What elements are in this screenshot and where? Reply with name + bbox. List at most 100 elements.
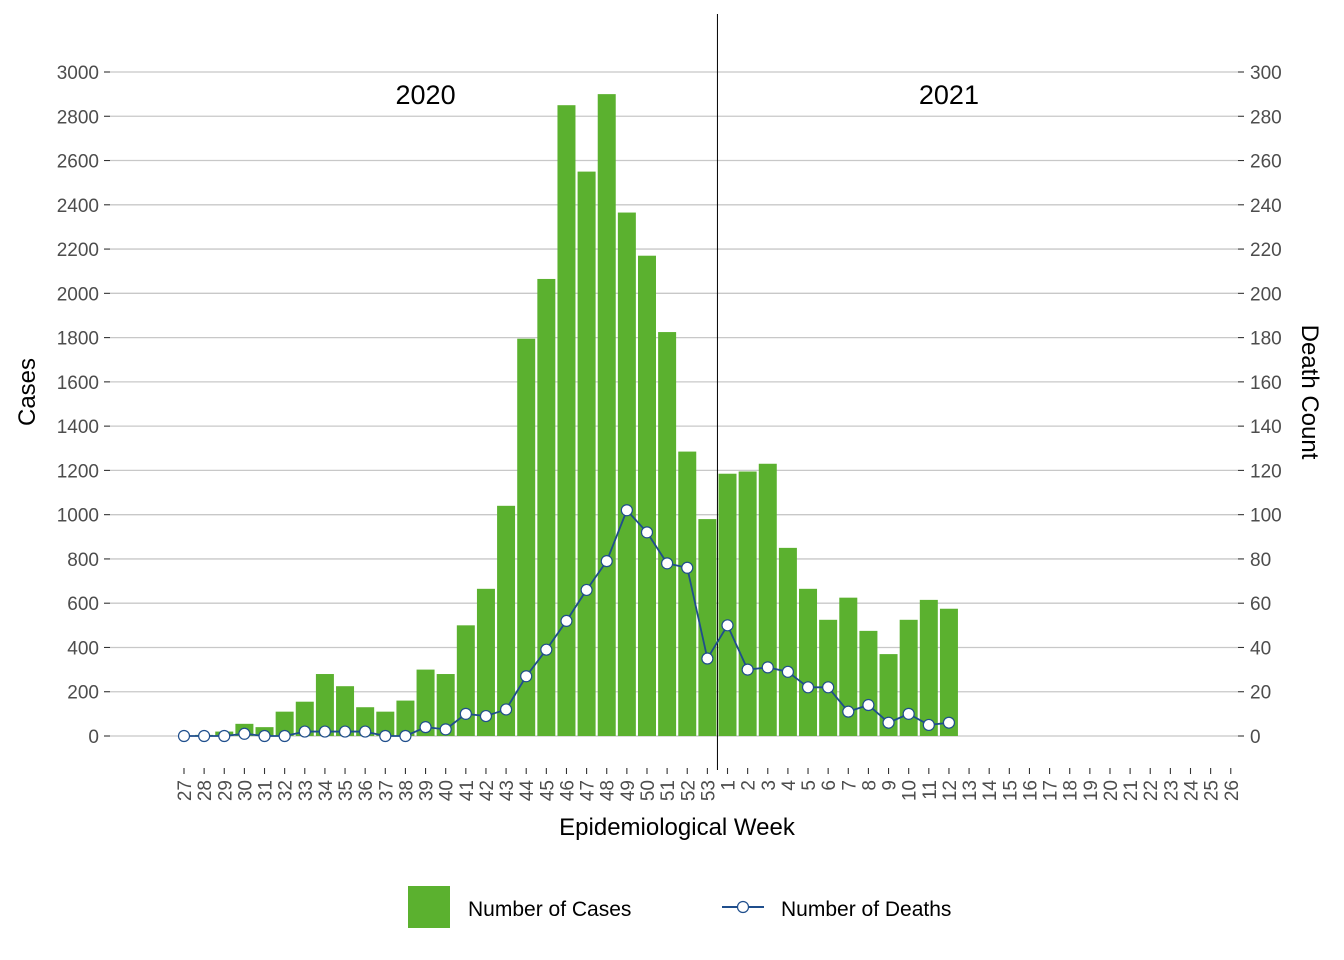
- y-tick-label-1000: 1000: [57, 506, 99, 527]
- death-point-week-41: [459, 707, 472, 720]
- x-tick-label-49: 49: [618, 780, 639, 801]
- bar-week-34: [315, 674, 334, 736]
- bar-week-32: [275, 711, 294, 736]
- y-tick-label-2800: 2800: [57, 107, 99, 128]
- death-point-week-47: [580, 583, 593, 597]
- y-tick-label-1200: 1200: [57, 461, 99, 482]
- x-tick-label-20: 20: [1101, 780, 1122, 801]
- bar-week-46: [557, 105, 576, 736]
- x-tick-label-6: 6: [819, 780, 840, 791]
- x-tick-label-37: 37: [376, 780, 397, 801]
- x-axis-title: Epidemiological Week: [559, 814, 796, 841]
- y-tick-label-600: 600: [67, 594, 99, 615]
- bar-week-12: [939, 608, 958, 736]
- bar-series-cases: [195, 94, 958, 737]
- death-point-week-3: [761, 661, 774, 674]
- y-tick-label-2000: 2000: [57, 284, 99, 305]
- x-tick-label-24: 24: [1182, 780, 1203, 802]
- x-tick-label-27: 27: [175, 780, 196, 801]
- x-tick-label-11: 11: [920, 780, 941, 800]
- death-point-week-45: [540, 643, 553, 656]
- x-tick-label-50: 50: [638, 780, 659, 801]
- death-point-week-36: [359, 725, 372, 738]
- death-point-week-32: [278, 729, 291, 743]
- bar-week-5: [799, 588, 818, 736]
- y-tick-label-3000: 3000: [57, 63, 99, 84]
- x-tick-label-16: 16: [1020, 780, 1041, 801]
- y2-tick-label-160: 160: [1250, 373, 1282, 394]
- y2-tick-label-0: 0: [1250, 727, 1261, 748]
- x-tick-label-36: 36: [356, 780, 377, 801]
- x-tick-label-9: 9: [880, 780, 901, 791]
- line-series-deaths: [177, 504, 956, 743]
- bar-week-51: [658, 332, 677, 736]
- bar-week-7: [839, 597, 858, 736]
- death-point-week-2: [741, 663, 754, 676]
- death-point-week-12: [942, 716, 956, 729]
- death-point-week-9: [882, 716, 895, 729]
- x-tick-label-51: 51: [658, 780, 679, 801]
- y2-tick-label-60: 60: [1250, 594, 1271, 615]
- bar-week-35: [336, 686, 355, 736]
- bar-week-40: [436, 674, 455, 736]
- bar-week-37: [376, 711, 395, 736]
- death-point-week-7: [842, 705, 855, 718]
- year-label-2021: 2021: [919, 80, 979, 110]
- death-point-week-29: [218, 729, 231, 743]
- x-tick-label-15: 15: [1000, 780, 1021, 801]
- x-tick-label-4: 4: [779, 780, 800, 791]
- x-tick-label-33: 33: [296, 780, 317, 801]
- x-tick-label-1: 1: [719, 780, 740, 791]
- x-tick-label-22: 22: [1141, 780, 1162, 801]
- x-tick-label-39: 39: [417, 780, 438, 801]
- x-tick-label-28: 28: [195, 780, 216, 801]
- death-point-week-34: [318, 725, 332, 738]
- y2-tick-label-120: 120: [1250, 461, 1282, 482]
- bar-week-33: [295, 701, 314, 736]
- y2-tick-label-260: 260: [1250, 152, 1282, 173]
- x-tick-label-2: 2: [739, 780, 760, 791]
- y-tick-label-400: 400: [67, 638, 99, 659]
- x-tick-label-53: 53: [698, 780, 719, 801]
- x-tick-label-12: 12: [940, 780, 961, 801]
- death-point-week-8: [862, 698, 875, 712]
- x-tick-label-35: 35: [336, 780, 357, 801]
- x-tick-label-40: 40: [437, 780, 458, 801]
- death-point-week-40: [439, 723, 452, 736]
- y-tick-label-800: 800: [67, 550, 99, 571]
- x-tick-label-13: 13: [960, 780, 981, 801]
- y2-tick-label-220: 220: [1250, 240, 1282, 261]
- x-tick-label-46: 46: [557, 780, 578, 801]
- x-tick-label-17: 17: [1041, 780, 1062, 801]
- y2-tick-label-240: 240: [1250, 196, 1282, 217]
- legend-label-deaths: Number of Deaths: [781, 898, 951, 921]
- death-point-week-30: [238, 727, 251, 740]
- right-axis: 0 20 40 60 80 100 120 140 160 180 200 220 240 260 280 3…: [1238, 63, 1282, 748]
- bar-week-48: [597, 94, 616, 737]
- x-tick-label-42: 42: [477, 780, 498, 801]
- bar-week-8: [859, 630, 878, 736]
- bar-week-1: [718, 473, 737, 736]
- bar-week-50: [637, 255, 656, 736]
- death-point-week-53: [701, 652, 714, 665]
- death-point-week-38: [399, 729, 412, 743]
- x-tick-label-10: 10: [900, 780, 921, 801]
- y2-tick-label-20: 20: [1250, 683, 1271, 704]
- death-point-week-6: [822, 681, 835, 694]
- y-tick-label-2200: 2200: [57, 240, 99, 261]
- x-tick-label-31: 31: [256, 780, 277, 801]
- death-point-week-1: [721, 619, 734, 632]
- death-point-week-31: [258, 729, 271, 743]
- death-point-week-39: [419, 721, 432, 734]
- bar-week-39: [416, 669, 435, 736]
- y-tick-label-2600: 2600: [57, 152, 99, 173]
- bar-week-47: [577, 171, 596, 737]
- y2-axis-title: Death Count: [1296, 325, 1323, 460]
- bar-week-9: [879, 654, 898, 736]
- x-tick-label-34: 34: [316, 780, 337, 802]
- x-tick-label-23: 23: [1161, 780, 1182, 801]
- death-point-week-48: [600, 555, 613, 568]
- death-point-week-5: [801, 681, 815, 694]
- death-point-week-51: [661, 557, 674, 570]
